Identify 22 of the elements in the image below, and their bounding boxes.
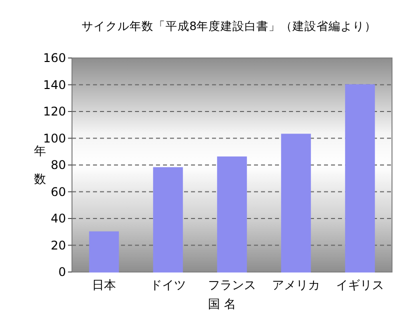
bar [217, 156, 247, 272]
x-tick-label: ドイツ [150, 278, 186, 292]
y-tick-label: 160 [43, 51, 66, 65]
y-tick-label: 120 [43, 104, 66, 118]
y-tick-label: 60 [50, 184, 66, 199]
bar [89, 231, 119, 272]
x-tick-label: アメリカ [272, 278, 320, 292]
y-tick-label: 80 [50, 158, 66, 172]
x-axis-title: 国 名 [208, 297, 236, 311]
x-tick-label: フランス [208, 278, 256, 292]
y-tick-label: 140 [43, 78, 66, 92]
bar [281, 134, 311, 272]
bar [345, 84, 375, 272]
y-tick-label: 40 [50, 212, 66, 226]
x-tick-label: イギリス [336, 278, 384, 292]
bar [153, 167, 183, 272]
y-axis-title: 年数 [34, 144, 46, 186]
y-tick-label: 100 [43, 131, 66, 146]
y-tick-label: 20 [50, 238, 66, 252]
x-tick-label: 日本 [92, 278, 116, 292]
y-tick-label: 0 [58, 265, 66, 279]
chart-title: サイクル年数「平成8年度建設白書」（建設省編より） [81, 19, 377, 33]
